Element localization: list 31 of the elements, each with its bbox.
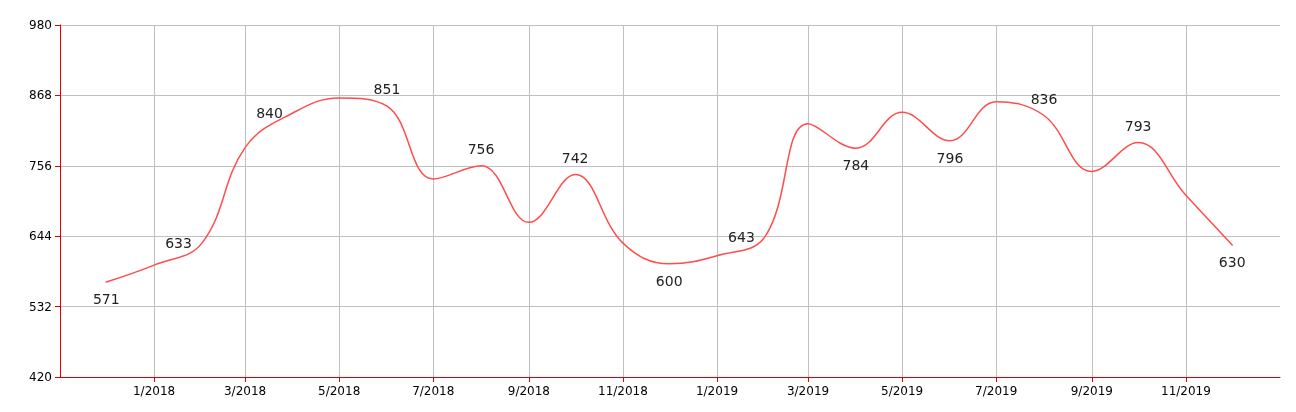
data-label: 571 <box>92 291 120 308</box>
data-label: 840 <box>256 105 283 121</box>
data-label: 630 <box>1218 254 1246 270</box>
data-label: 784 <box>842 157 870 174</box>
x-tick-label: 5/2018 <box>318 384 361 398</box>
data-label: 633 <box>165 235 192 252</box>
data-label: 643 <box>728 228 755 245</box>
x-tick-label: 3/2019 <box>786 384 830 398</box>
y-tick-label: 980 <box>29 18 52 32</box>
x-tick-label: 9/2018 <box>507 384 550 398</box>
y-tick-label: 644 <box>29 229 52 244</box>
x-tick-label: 1/2018 <box>132 384 176 398</box>
y-tick-label: 420 <box>29 370 52 384</box>
x-tick-label: 9/2019 <box>1070 384 1113 398</box>
x-tick-label: 7/2019 <box>975 384 1018 398</box>
data-label: 600 <box>655 272 683 289</box>
data-label: 851 <box>373 81 401 98</box>
data-label: 836 <box>1030 90 1058 107</box>
y-tick-label: 868 <box>29 88 52 103</box>
x-tick-label: 11/2018 <box>598 384 648 398</box>
x-tick-label: 5/2019 <box>881 384 924 398</box>
y-tick-label: 532 <box>29 299 52 314</box>
data-label: 793 <box>1124 117 1152 134</box>
data-label: 756 <box>467 140 495 157</box>
data-label: 742 <box>561 149 589 166</box>
x-tick-label: 11/2019 <box>1160 384 1211 398</box>
x-tick-label: 3/2018 <box>223 384 267 398</box>
x-tick-label: 7/2018 <box>412 384 455 398</box>
x-tick-label: 1/2019 <box>695 384 739 398</box>
y-tick-label: 756 <box>29 158 52 173</box>
data-label: 796 <box>936 149 964 166</box>
